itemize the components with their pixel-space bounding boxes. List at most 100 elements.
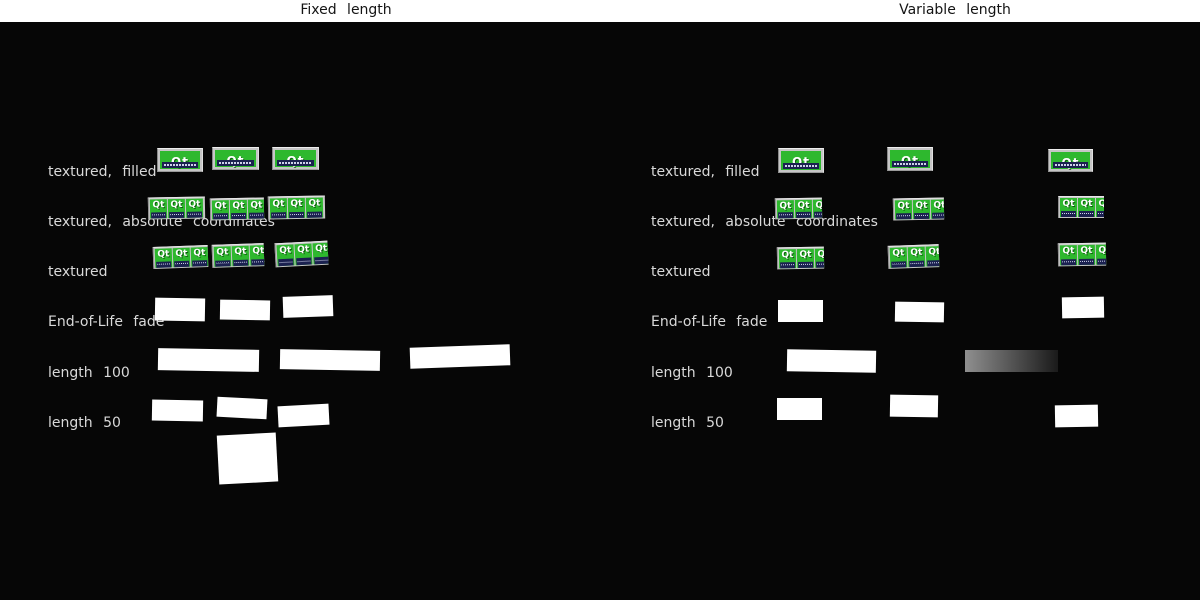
qt-logo-banner <box>816 261 825 268</box>
qt-logo-text: Qt <box>157 249 170 260</box>
qt-logo-banner <box>156 261 172 268</box>
qt-logo-text: Qt <box>933 200 945 211</box>
qt-logo-text: Qt <box>272 199 285 210</box>
qt-logo-mini-tile: Qt <box>912 199 931 220</box>
qt-logo-tile-strip: Qt Qt Qt <box>887 244 940 269</box>
qt-logo-banner <box>783 162 819 169</box>
row-label: length 50 <box>651 415 724 431</box>
qt-logo-banner <box>251 258 265 266</box>
qt-logo-badge: Qt <box>212 147 259 170</box>
qt-logo-mini-tile: Qt <box>1095 244 1107 265</box>
qt-logo-green-field: Qt <box>1051 152 1090 170</box>
qt-logo-text: Qt <box>234 246 247 258</box>
qt-logo-mini-tile: Qt <box>287 197 306 219</box>
row-label: length 100 <box>651 365 733 381</box>
qt-logo-text: Qt <box>1096 198 1104 209</box>
qt-logo-banner <box>174 260 190 268</box>
qt-logo-banner <box>1079 210 1094 217</box>
trail-rectangle <box>778 300 823 322</box>
qt-logo-banner <box>217 160 254 166</box>
qt-logo-mini-tile: Qt <box>1096 198 1104 217</box>
qt-logo-tile-strip: Qt Qt Qt <box>152 245 209 269</box>
qt-logo-mini-tile: Qt <box>190 247 209 267</box>
row-label: length 50 <box>48 415 121 431</box>
qt-logo-text: Qt <box>817 249 825 260</box>
qt-logo-text: Qt <box>232 200 245 212</box>
qt-logo-text: Qt <box>175 248 188 260</box>
qt-logo-green-field: Qt <box>160 151 200 169</box>
qt-logo-tile-strip: Qt Qt Qt <box>1057 242 1107 267</box>
qt-logo-text: Qt <box>308 198 321 209</box>
qt-logo-text: Qt <box>1062 199 1075 209</box>
qt-logo-text: Qt <box>279 245 292 257</box>
qt-logo-text: Qt <box>250 200 263 211</box>
qt-logo-banner <box>909 260 925 268</box>
qt-logo-mini-tile: Qt <box>276 244 295 267</box>
qt-logo-mini-tile: Qt <box>312 242 329 265</box>
qt-logo-mini-tile: Qt <box>778 249 797 269</box>
qt-logo-text: Qt <box>297 244 310 256</box>
qt-logo-mini-tile: Qt <box>149 199 168 219</box>
qt-logo-mini-tile: Qt <box>269 198 288 219</box>
qt-logo-text: Qt <box>188 199 201 210</box>
qt-logo-text: Qt <box>915 200 928 212</box>
qt-logo-mini-tile: Qt <box>1060 198 1077 217</box>
qt-logo-tile-strip: Qt Qt Qt <box>209 197 265 221</box>
qt-logo-mini-tile: Qt <box>930 199 945 219</box>
qt-logo-mini-tile: Qt <box>796 248 815 269</box>
trail-rectangle <box>279 349 381 371</box>
qt-logo-banner <box>233 259 249 267</box>
qt-logo-text: Qt <box>897 201 910 212</box>
qt-logo-banner <box>780 262 796 269</box>
trail-rectangle <box>786 349 877 373</box>
qt-logo-banner <box>231 212 247 220</box>
column-title-fixed-length: Fixed length <box>300 2 392 18</box>
row-label: End-of-Life fade <box>651 314 768 330</box>
qt-logo-green-field: Qt <box>890 150 930 168</box>
trail-rectangle <box>216 432 279 485</box>
qt-logo-mini-tile: Qt <box>907 246 926 268</box>
qt-logo-text: Qt <box>1098 245 1107 256</box>
qt-logo-tile-strip: Qt Qt Qt <box>892 197 945 221</box>
qt-logo-banner <box>778 212 794 219</box>
qt-logo-banner <box>1097 210 1104 217</box>
qt-logo-text: Qt <box>779 201 792 212</box>
qt-logo-banner <box>271 211 287 219</box>
qt-logo-text: Qt <box>216 247 229 258</box>
qt-logo-text: Qt <box>1080 199 1093 209</box>
qt-logo-text: Qt <box>290 198 303 210</box>
qt-logo-tile-strip: Qt Qt Qt <box>147 196 206 220</box>
qt-logo-badge: Qt <box>157 148 203 172</box>
qt-logo-text: Qt <box>1080 245 1093 257</box>
qt-logo-banner <box>932 212 945 219</box>
qt-logo-text: Qt <box>928 247 940 258</box>
qt-logo-text: Qt <box>193 248 206 259</box>
qt-logo-mini-tile: Qt <box>172 247 191 268</box>
qt-logo-banner <box>914 212 930 220</box>
row-label: textured <box>651 264 711 280</box>
qt-logo-banner <box>896 213 912 220</box>
qt-logo-banner <box>213 213 229 220</box>
qt-logo-mini-tile: Qt <box>213 246 232 267</box>
qt-logo-text: Qt <box>152 200 165 211</box>
qt-logo-banner <box>1079 258 1095 266</box>
qt-logo-mini-tile: Qt <box>1077 244 1096 266</box>
qt-logo-banner <box>814 211 823 218</box>
row-label: textured, filled <box>48 164 157 180</box>
qt-logo-banner <box>151 212 167 219</box>
qt-logo-text: Qt <box>315 243 328 255</box>
qt-logo-mini-tile: Qt <box>776 200 795 219</box>
qt-logo-mini-tile: Qt <box>812 199 823 218</box>
qt-logo-mini-tile: Qt <box>1059 245 1078 266</box>
header-bar: Fixed length Variable length <box>0 0 1200 22</box>
qt-logo-banner <box>307 211 323 218</box>
row-label: textured <box>48 264 108 280</box>
qt-logo-tile-strip: Qt Qt Qt <box>776 246 825 270</box>
qt-logo-banner <box>187 211 203 218</box>
qt-logo-banner <box>277 160 314 166</box>
row-label: length 100 <box>48 365 130 381</box>
qt-logo-text: Qt <box>1062 246 1075 257</box>
qt-logo-banner <box>891 260 907 268</box>
qt-logo-badge: Qt <box>272 147 319 170</box>
